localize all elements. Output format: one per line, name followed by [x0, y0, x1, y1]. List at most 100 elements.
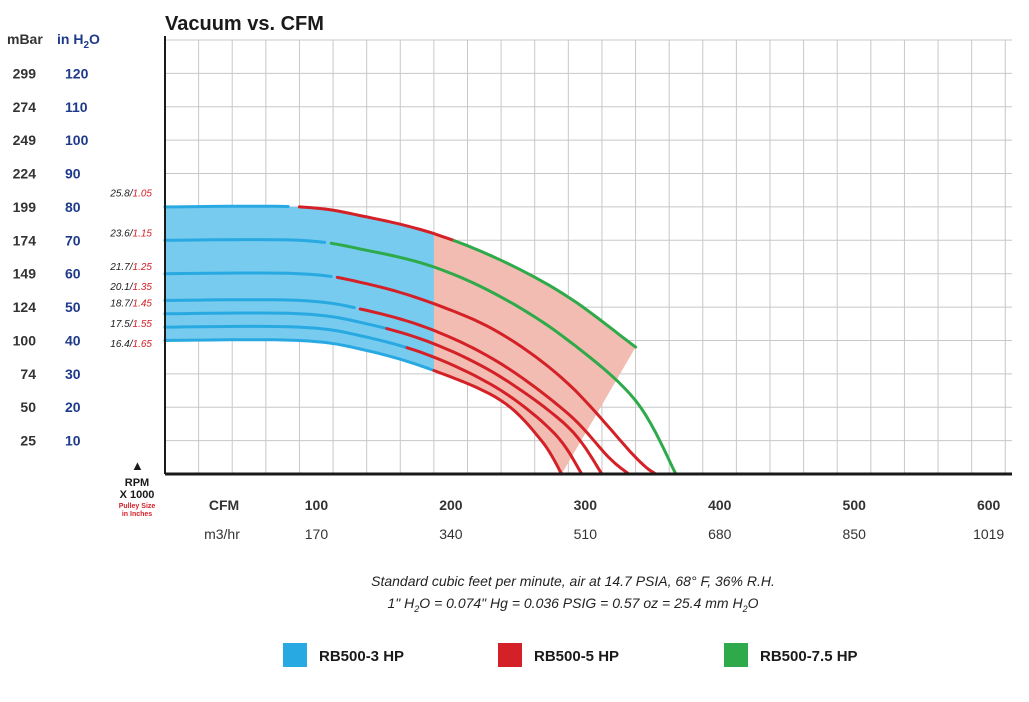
performance-curve-5 [385, 327, 604, 476]
performance-curve-2 [163, 238, 327, 244]
legend-label: RB500-7.5 HP [760, 648, 858, 665]
inh2o-tick-label: 80 [65, 199, 81, 215]
mbar-tick-label: 199 [13, 199, 37, 215]
curve-rpm-value: 17.5/ [110, 319, 133, 330]
m3hr-tick-label: 170 [305, 526, 329, 542]
curve-pulley-value: 1.25 [133, 262, 153, 273]
legend-label: RB500-3 HP [319, 648, 404, 665]
cfm-tick-label: 200 [439, 497, 463, 513]
rpm-marker-icon: ▲ [131, 458, 144, 473]
inh2o-tick-label: 20 [65, 399, 81, 415]
legend: RB500-3 HP RB500-5 HP RB500-7.5 HP [283, 643, 858, 667]
curve-label: 21.7/1.25 [109, 262, 152, 273]
curve-rpm-value: 25.8/ [109, 189, 133, 200]
cfm-tick-label: 100 [305, 497, 329, 513]
curve-rpm-value: 16.4/ [110, 339, 133, 350]
curve-label: 23.6/1.15 [109, 229, 152, 240]
performance-curve-3 [335, 275, 658, 476]
inh2o-header-tail: O [89, 31, 100, 47]
curve-label: 17.5/1.55 [110, 319, 152, 330]
performance-curve-7 [163, 338, 436, 372]
legend-label: RB500-5 HP [534, 648, 619, 665]
curve-pulley-value: 1.35 [133, 282, 153, 293]
inh2o-tick-label: 10 [65, 433, 81, 449]
inh2o-tick-label: 30 [65, 366, 81, 382]
mbar-tick-label: 174 [13, 232, 37, 248]
mbar-tick-label: 274 [13, 99, 37, 115]
performance-curve-1 [452, 239, 638, 349]
curve-label: 25.8/1.05 [109, 189, 152, 200]
performance-curve-4 [163, 298, 356, 310]
m3hr-tick-label: 1019 [973, 526, 1004, 542]
x-tick-labels: CFM m3/hr 100 170 200 340 300 510 400 680 500 850 60… [204, 497, 1004, 542]
inh2o-tick-label: 60 [65, 266, 81, 282]
mbar-tick-label: 100 [13, 332, 37, 348]
mbar-tick-label: 25 [20, 433, 36, 449]
inh2o-tick-label: 70 [65, 232, 81, 248]
m3hr-axis-label: m3/hr [204, 526, 240, 542]
cfm-tick-label: 500 [843, 497, 867, 513]
inh2o-tick-label: 100 [65, 132, 89, 148]
m3hr-tick-label: 680 [708, 526, 732, 542]
curve-pulley-value: 1.05 [133, 189, 153, 200]
chart-title: Vacuum vs. CFM [165, 13, 324, 35]
curve-pulley-value: 1.15 [133, 229, 153, 240]
mbar-axis-header: mBar [7, 31, 43, 47]
performance-curve-6 [163, 324, 409, 350]
legend-swatch [724, 643, 748, 667]
performance-curve-3 [163, 271, 333, 278]
pulley-size-label: Pulley Size [119, 503, 156, 510]
curve-labels: 25.8/1.0523.6/1.1521.7/1.2520.1/1.3518.7… [109, 189, 152, 350]
inh2o-axis-header: in H2O [57, 31, 100, 51]
mbar-tick-label: 224 [13, 166, 37, 182]
curve-rpm-value: 23.6/ [109, 229, 133, 240]
cfm-axis-label: CFM [209, 497, 239, 513]
mbar-tick-label: 124 [13, 299, 37, 315]
conversion-note-a: 1" H [388, 595, 416, 611]
performance-curve-7 [432, 369, 564, 476]
curve-pulley-value: 1.55 [133, 319, 153, 330]
performance-curve-5 [163, 311, 389, 331]
conversion-note-b: O = 0.074" Hg = 0.036 PSIG = 0.57 oz = 2… [419, 595, 743, 611]
m3hr-tick-label: 340 [439, 526, 463, 542]
performance-curve-4 [358, 307, 631, 476]
inh2o-header-main: in H [57, 31, 83, 47]
curve-rpm-value: 20.1/ [109, 282, 133, 293]
conversion-note-sub2: 2 [742, 604, 748, 614]
curve-rpm-value: 21.7/ [109, 262, 133, 273]
pulley-units-label: in Inches [122, 511, 152, 518]
conversion-note: 1" H2O = 0.074" Hg = 0.036 PSIG = 0.57 o… [388, 595, 759, 614]
m3hr-tick-label: 850 [843, 526, 867, 542]
curve-label: 18.7/1.45 [110, 299, 152, 310]
performance-curve-1 [163, 204, 290, 209]
mbar-tick-label: 74 [20, 366, 36, 382]
inh2o-tick-label: 120 [65, 65, 89, 81]
curve-rpm-value: 18.7/ [110, 299, 133, 310]
curve-label: 16.4/1.65 [110, 339, 152, 350]
y-tick-labels: 299 120 274 110 249 100 224 90 199 80 174 70 149 60 12… [13, 65, 89, 448]
legend-swatch [498, 643, 522, 667]
mbar-tick-label: 249 [13, 132, 37, 148]
mbar-tick-label: 50 [20, 399, 36, 415]
rpm-multiplier-label: X 1000 [120, 489, 155, 501]
mbar-tick-label: 299 [13, 65, 37, 81]
inh2o-header-sub: 2 [83, 40, 89, 51]
curve-label: 20.1/1.35 [109, 282, 152, 293]
mbar-tick-label: 149 [13, 266, 37, 282]
legend-swatch [283, 643, 307, 667]
rpm-label: RPM [125, 477, 149, 489]
conversion-note-c: O [748, 595, 759, 611]
m3hr-tick-label: 510 [574, 526, 598, 542]
conditions-note: Standard cubic feet per minute, air at 1… [371, 573, 775, 589]
area-rb500-3-hp [165, 206, 434, 371]
curve-pulley-value: 1.65 [133, 339, 153, 350]
cfm-tick-label: 300 [574, 497, 598, 513]
inh2o-tick-label: 40 [65, 332, 81, 348]
cfm-tick-label: 600 [977, 497, 1001, 513]
cfm-tick-label: 400 [708, 497, 732, 513]
performance-curve-6 [405, 346, 584, 476]
curve-pulley-value: 1.45 [133, 299, 153, 310]
conversion-note-sub1: 2 [413, 604, 419, 614]
inh2o-tick-label: 50 [65, 299, 81, 315]
